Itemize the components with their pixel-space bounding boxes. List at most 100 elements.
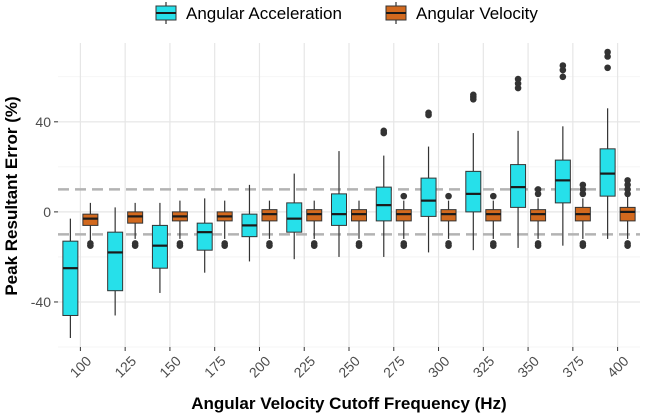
box-iqr — [331, 193, 347, 226]
outlier-point — [624, 177, 631, 184]
outlier-point — [221, 240, 228, 247]
x-tick-label: 175 — [201, 353, 229, 381]
box-iqr — [196, 222, 213, 251]
y-tick-label: 40 — [35, 114, 51, 130]
box-100 — [62, 218, 79, 338]
x-tick-label: 225 — [290, 353, 318, 381]
box-100 — [82, 202, 99, 249]
outlier-point — [445, 192, 452, 200]
box-iqr — [440, 209, 457, 222]
outlier-point — [131, 240, 139, 247]
box-125 — [127, 202, 144, 249]
box-225 — [306, 200, 323, 249]
legend: Angular Acceleration Angular Velocity — [155, 2, 538, 24]
box-iqr — [530, 209, 547, 222]
outlier-point — [176, 240, 184, 247]
outlier-point — [514, 75, 522, 83]
box-400 — [619, 177, 636, 249]
outlier-point — [400, 192, 408, 200]
outlier-point — [87, 240, 94, 247]
box-375 — [574, 181, 591, 249]
x-tick-label: 300 — [425, 353, 453, 381]
outlier-point — [470, 91, 477, 99]
x-tick-label: 375 — [559, 353, 587, 381]
legend-item-angular-acceleration: Angular Acceleration — [155, 2, 342, 24]
outlier-point — [425, 109, 432, 117]
box-175 — [216, 200, 233, 249]
outlier-point — [579, 181, 587, 189]
box-125 — [107, 207, 124, 316]
outlier-point — [490, 240, 497, 247]
outlier-point — [604, 48, 611, 56]
box-150 — [151, 202, 168, 293]
legend-item-angular-velocity: Angular Velocity — [385, 2, 538, 24]
x-tick-label: 200 — [246, 353, 274, 381]
legend-label-velocity: Angular Velocity — [416, 4, 538, 23]
outlier-point — [579, 240, 587, 247]
x-axis: 100 125 150 175 200 225 250 275 300 325 350 375 400 — [67, 347, 632, 381]
box-275 — [375, 127, 392, 257]
outlier-point — [355, 240, 363, 247]
box-iqr — [510, 164, 527, 208]
box-300 — [440, 192, 457, 249]
box-iqr — [619, 206, 636, 222]
box-175 — [196, 198, 213, 273]
box-iqr — [127, 211, 144, 224]
box-350 — [510, 75, 527, 248]
box-350 — [530, 186, 547, 249]
box-150 — [171, 200, 188, 249]
box-iqr — [151, 224, 168, 269]
y-tick-label: 0 — [43, 204, 51, 220]
outlier-point — [266, 240, 273, 247]
box-iqr — [351, 209, 367, 222]
outlier-point — [490, 192, 497, 200]
box-250 — [331, 151, 347, 257]
box-400 — [599, 48, 616, 239]
box-iqr — [261, 209, 278, 222]
x-tick-label: 100 — [67, 353, 95, 381]
reference-lines — [58, 188, 640, 236]
box-iqr — [107, 231, 124, 292]
box-375 — [554, 62, 571, 246]
box-300 — [420, 109, 437, 253]
y-axis-title: Peak Resultant Error (%) — [2, 96, 21, 295]
x-tick-label: 400 — [604, 353, 632, 381]
x-tick-label: 250 — [335, 353, 363, 381]
box-iqr — [554, 159, 571, 204]
outlier-point — [534, 240, 542, 247]
outlier-point — [604, 64, 611, 72]
legend-label-acceleration: Angular Acceleration — [186, 4, 342, 23]
y-axis: -40 0 40 — [31, 114, 58, 310]
boxplot-series — [62, 48, 636, 338]
box-325 — [465, 91, 482, 251]
outlier-point — [534, 186, 542, 193]
box-iqr — [306, 209, 323, 222]
outlier-point — [400, 240, 408, 247]
outlier-point — [559, 73, 567, 81]
box-iqr — [465, 170, 482, 213]
box-325 — [485, 192, 502, 249]
outlier-point — [445, 240, 452, 247]
x-axis-title: Angular Velocity Cutoff Frequency (Hz) — [191, 394, 506, 413]
box-iqr — [82, 213, 99, 226]
outlier-point — [624, 240, 631, 247]
box-200 — [261, 200, 278, 249]
outlier-point — [380, 127, 388, 135]
box-iqr — [485, 209, 502, 222]
box-225 — [286, 173, 303, 260]
outlier-point — [559, 62, 567, 69]
y-tick-label: -40 — [31, 294, 51, 310]
box-iqr — [286, 202, 303, 233]
x-tick-label: 350 — [514, 353, 542, 381]
x-tick-label: 125 — [111, 353, 139, 381]
x-tick-label: 325 — [470, 353, 498, 381]
box-iqr — [62, 240, 79, 316]
box-iqr — [599, 148, 616, 197]
x-tick-label: 150 — [156, 353, 184, 381]
series-angular-acceleration — [62, 48, 616, 338]
box-275 — [395, 192, 412, 249]
x-tick-label: 275 — [380, 353, 408, 381]
box-iqr — [420, 177, 437, 217]
